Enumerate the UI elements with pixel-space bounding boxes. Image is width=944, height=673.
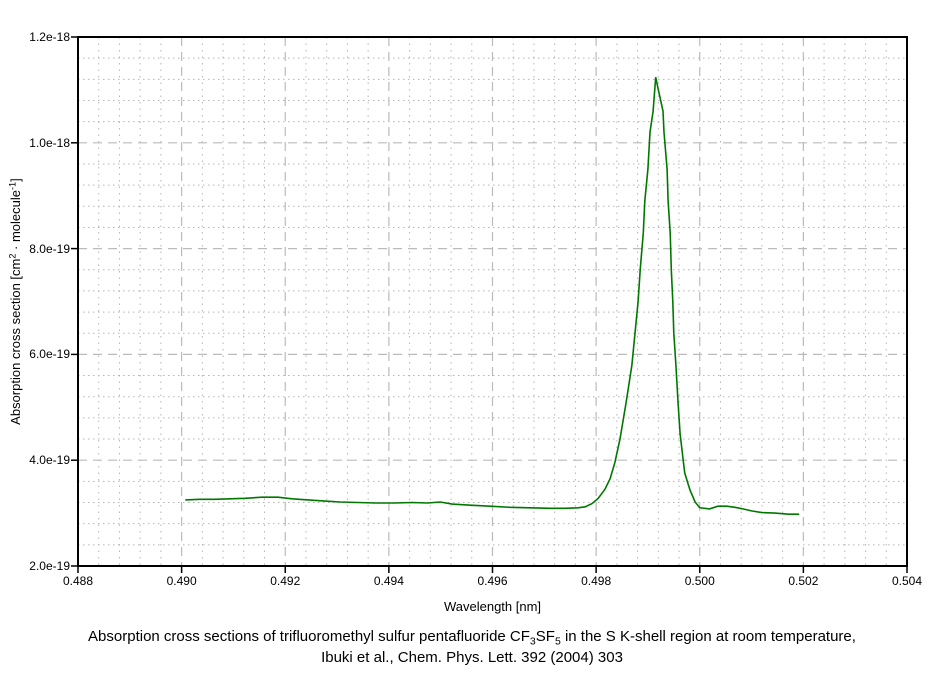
x-tick-label: 0.504 bbox=[891, 574, 923, 588]
caption-text-a: Absorption cross sections of trifluorome… bbox=[88, 628, 530, 645]
x-tick-label: 0.488 bbox=[62, 574, 94, 588]
y-axis-title-sup-minus1: -1 bbox=[7, 181, 18, 190]
x-tick-label: 0.494 bbox=[373, 574, 404, 588]
plot-frame bbox=[77, 36, 908, 567]
caption-line-1: Absorption cross sections of trifluorome… bbox=[0, 628, 944, 648]
y-tick-label: 6.0e-19 bbox=[29, 347, 70, 362]
y-tick-label: 8.0e-19 bbox=[29, 241, 70, 256]
caption-sub-5: 5 bbox=[554, 635, 561, 648]
minor-gridlines-horizontal bbox=[78, 57, 907, 546]
y-axis-title-wrap: Absorption cross section [cm2 · molecule… bbox=[2, 37, 28, 566]
caption-text-c: in the S K-shell region at room temperat… bbox=[560, 628, 856, 645]
caption-line-2: Ibuki et al., Chem. Phys. Lett. 392 (200… bbox=[321, 649, 623, 666]
caption-text-b: SF bbox=[535, 628, 555, 645]
y-tick-label: 2.0e-19 bbox=[29, 559, 70, 573]
y-axis-title-text: Absorption cross section [cm bbox=[7, 258, 23, 425]
x-tick-label: 0.498 bbox=[581, 574, 612, 588]
x-axis-title: Wavelength [nm] bbox=[443, 599, 542, 614]
caption-sub-3: 3 bbox=[529, 635, 536, 648]
y-tick-label: 1.0e-18 bbox=[29, 135, 70, 150]
x-tick-label: 0.490 bbox=[166, 574, 197, 588]
x-tick-label: 0.492 bbox=[270, 574, 301, 588]
y-axis-title: Absorption cross section [cm2 · molecule… bbox=[7, 178, 22, 425]
x-tick-label: 0.502 bbox=[788, 574, 819, 588]
x-tick-label: 0.500 bbox=[684, 574, 715, 588]
x-tick-label: 0.496 bbox=[477, 574, 508, 588]
absorption-curve bbox=[185, 77, 800, 516]
y-tick-label: 4.0e-19 bbox=[29, 453, 70, 468]
major-gridlines bbox=[78, 37, 907, 566]
y-axis-title-end: ] bbox=[7, 178, 23, 182]
y-tick-label: 1.2e-18 bbox=[29, 30, 70, 44]
axis-ticks bbox=[71, 36, 908, 573]
